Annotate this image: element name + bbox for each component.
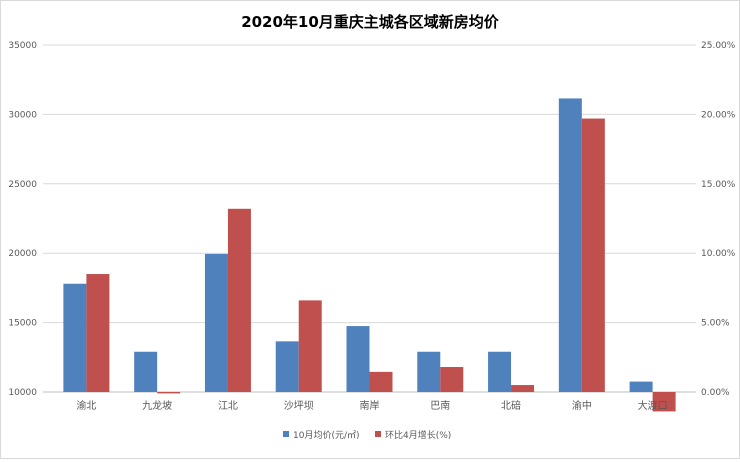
bar-price <box>488 351 512 392</box>
x-tick-label: 大渡口 <box>638 399 668 412</box>
legend-label: 环比4月增长(%) <box>385 429 451 441</box>
bar-growth <box>157 392 181 394</box>
x-tick-label: 九龙坡 <box>142 399 172 412</box>
y2-tick-label: 25.00% <box>701 41 736 51</box>
y2-tick-label: 15.00% <box>701 180 736 190</box>
bar-price <box>134 351 158 392</box>
bar-growth <box>298 300 322 392</box>
x-tick-label: 渝北 <box>76 399 96 412</box>
legend-label: 10月均价(元/㎡) <box>293 429 360 441</box>
bar-price <box>417 351 441 392</box>
y2-tick-label: 0.00% <box>701 388 730 398</box>
y2-tick-label: 5.00% <box>701 319 730 329</box>
bar-growth <box>511 385 535 392</box>
chart-title: 2020年10月重庆主城各区域新房均价 <box>241 13 500 31</box>
bar-growth <box>369 371 393 392</box>
legend-swatch <box>283 431 289 437</box>
y-tick-label: 30000 <box>8 110 37 120</box>
x-tick-label: 渝中 <box>572 399 592 412</box>
y-tick-label: 35000 <box>8 41 37 51</box>
y-tick-label: 25000 <box>8 180 37 190</box>
y2-tick-label: 10.00% <box>701 249 736 259</box>
x-tick-label: 沙坪坝 <box>284 399 314 412</box>
bar-growth <box>652 392 676 412</box>
legend-swatch <box>375 431 381 437</box>
x-tick-label: 江北 <box>218 400 238 412</box>
bar-price <box>275 341 299 392</box>
bar-price <box>558 98 582 393</box>
bar-price <box>63 283 87 392</box>
bar-growth <box>440 367 464 392</box>
x-tick-label: 北碚 <box>501 399 521 412</box>
y-tick-label: 20000 <box>8 249 37 259</box>
bar-growth <box>227 208 251 392</box>
y2-tick-label: 20.00% <box>701 110 736 120</box>
x-tick-label: 南岸 <box>360 399 380 412</box>
bar-price <box>346 326 370 392</box>
bar-growth <box>581 118 605 393</box>
x-tick-label: 巴南 <box>430 399 450 412</box>
bar-growth <box>86 274 110 392</box>
bar-price <box>629 381 653 392</box>
y-tick-label: 15000 <box>8 319 37 329</box>
bar-price <box>204 253 228 392</box>
y-tick-label: 10000 <box>8 388 37 398</box>
